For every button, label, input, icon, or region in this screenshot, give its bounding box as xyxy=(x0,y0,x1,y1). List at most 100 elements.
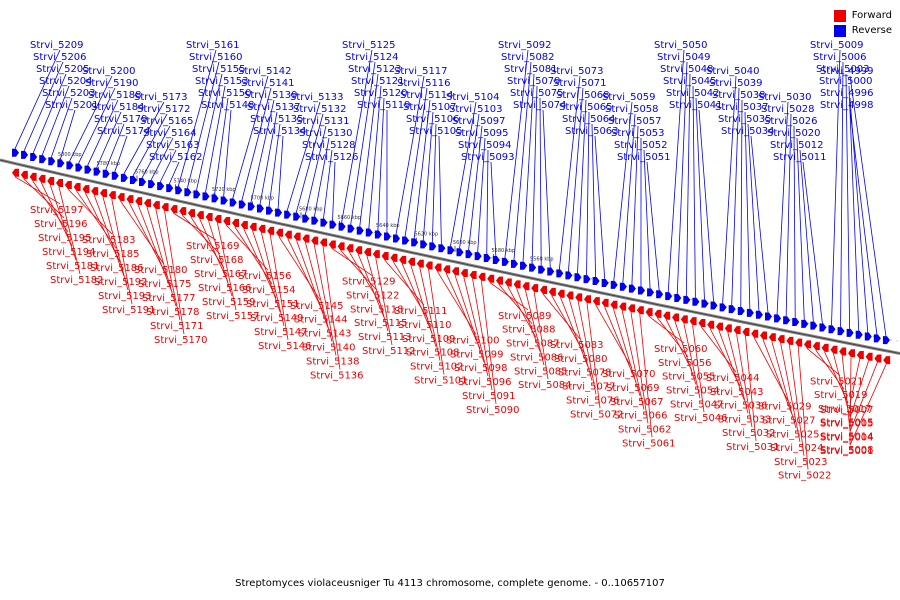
gene-arrow[interactable] xyxy=(665,292,673,301)
gene-arrow[interactable] xyxy=(249,222,257,231)
gene-arrow[interactable] xyxy=(483,254,491,263)
gene-label[interactable]: Strvi_5170 xyxy=(154,335,208,346)
gene-arrow[interactable] xyxy=(746,308,754,317)
gene-label[interactable]: Strvi_5124 xyxy=(345,52,399,63)
gene-arrow[interactable] xyxy=(755,310,763,319)
gene-label[interactable]: Strvi_5137 xyxy=(247,102,301,113)
gene-label[interactable]: Strvi_5048 xyxy=(660,64,714,75)
gene-arrow[interactable] xyxy=(240,220,248,229)
gene-arrow[interactable] xyxy=(592,297,600,306)
gene-label[interactable]: Strvi_5086 xyxy=(510,352,564,363)
gene-label[interactable]: Strvi_5035 xyxy=(718,114,772,125)
gene-label[interactable]: Strvi_5206 xyxy=(33,52,87,63)
gene-arrow[interactable] xyxy=(719,303,727,312)
gene-arrow[interactable] xyxy=(152,201,160,210)
gene-label[interactable]: Strvi_5160 xyxy=(189,52,243,63)
gene-arrow[interactable] xyxy=(795,338,803,347)
gene-label[interactable]: Strvi_5108 xyxy=(406,348,460,359)
gene-arrow[interactable] xyxy=(683,295,691,304)
gene-arrow[interactable] xyxy=(347,224,355,233)
gene-label[interactable]: Strvi_5077 xyxy=(562,382,616,393)
gene-label[interactable]: Strvi_4996 xyxy=(820,88,874,99)
gene-label[interactable]: Strvi_5116 xyxy=(397,78,451,89)
gene-arrow[interactable] xyxy=(365,228,373,237)
gene-label[interactable]: Strvi_5112 xyxy=(362,346,416,357)
gene-label[interactable]: Strvi_5106 xyxy=(406,114,460,125)
gene-label[interactable]: Strvi_5014 xyxy=(820,431,874,442)
gene-arrow[interactable] xyxy=(707,320,715,329)
gene-label[interactable]: Strvi_5033 xyxy=(718,414,772,425)
gene-label[interactable]: Strvi_5040 xyxy=(706,66,760,77)
gene-arrow[interactable] xyxy=(293,212,301,221)
gene-arrow[interactable] xyxy=(645,308,653,317)
gene-label[interactable]: Strvi_5107 xyxy=(403,102,457,113)
gene-arrow[interactable] xyxy=(188,209,195,218)
gene-label[interactable]: Strvi_5111 xyxy=(394,306,448,317)
gene-label[interactable]: Strvi_5143 xyxy=(298,329,352,340)
gene-label[interactable]: Strvi_5134 xyxy=(253,126,307,137)
gene-label[interactable]: Strvi_5161 xyxy=(186,40,240,51)
gene-label[interactable]: Strvi_5071 xyxy=(553,78,607,89)
gene-label[interactable]: Strvi_5052 xyxy=(614,140,668,151)
gene-arrow[interactable] xyxy=(520,261,528,270)
gene-label[interactable]: Strvi_5168 xyxy=(190,255,244,266)
gene-arrow[interactable] xyxy=(135,197,143,206)
gene-label[interactable]: Strvi_5029 xyxy=(758,402,812,413)
gene-arrow[interactable] xyxy=(786,336,794,345)
gene-label[interactable]: Strvi_5063 xyxy=(565,126,619,137)
forward-gene-labels[interactable]: Strvi_5197Strvi_5196Strvi_5195Strvi_5194… xyxy=(14,176,887,482)
gene-arrow[interactable] xyxy=(161,203,169,212)
gene-label[interactable]: Strvi_5020 xyxy=(767,128,821,139)
gene-label[interactable]: Strvi_5118 xyxy=(350,304,404,315)
gene-label[interactable]: Strvi_5150 xyxy=(198,88,252,99)
gene-label[interactable]: Strvi_5072 xyxy=(570,409,624,420)
gene-label[interactable]: Strvi_5201 xyxy=(45,100,99,111)
gene-arrow[interactable] xyxy=(873,334,881,343)
gene-label[interactable]: Strvi_5024 xyxy=(770,443,824,454)
gene-label[interactable]: Strvi_5067 xyxy=(610,397,664,408)
gene-arrow[interactable] xyxy=(680,315,688,324)
gene-arrow[interactable] xyxy=(465,250,473,259)
gene-label[interactable]: Strvi_5050 xyxy=(654,40,708,51)
gene-arrow[interactable] xyxy=(452,267,459,276)
gene-arrow[interactable] xyxy=(21,150,29,159)
gene-label[interactable]: Strvi_5184 xyxy=(91,102,145,113)
gene-label[interactable]: Strvi_5172 xyxy=(137,104,191,115)
gene-arrow[interactable] xyxy=(30,153,38,162)
gene-arrow[interactable] xyxy=(328,240,336,249)
gene-label[interactable]: Strvi_5101 xyxy=(414,376,468,387)
gene-arrow[interactable] xyxy=(381,252,389,261)
gene-arrow[interactable] xyxy=(610,300,618,309)
gene-label[interactable]: Strvi_5069 xyxy=(606,383,660,394)
gene-label[interactable]: Strvi_5192 xyxy=(94,277,148,288)
gene-arrow[interactable] xyxy=(792,318,800,327)
gene-label[interactable]: Strvi_5089 xyxy=(498,311,552,322)
gene-arrow[interactable] xyxy=(819,323,827,332)
gene-label[interactable]: Strvi_5047 xyxy=(670,399,724,410)
gene-arrow[interactable] xyxy=(102,169,110,178)
gene-arrow[interactable] xyxy=(48,157,56,166)
gene-label[interactable]: Strvi_5051 xyxy=(617,152,671,163)
gene-label[interactable]: Strvi_5126 xyxy=(305,152,359,163)
gene-label[interactable]: Strvi_5136 xyxy=(310,371,364,382)
gene-arrow[interactable] xyxy=(804,340,811,349)
gene-label[interactable]: Strvi_5054 xyxy=(666,386,720,397)
gene-label[interactable]: Strvi_5091 xyxy=(462,391,516,402)
gene-label[interactable]: Strvi_5005 xyxy=(820,419,874,430)
gene-arrow[interactable] xyxy=(628,304,635,313)
gene-arrow[interactable] xyxy=(75,163,83,172)
gene-arrow[interactable] xyxy=(416,259,424,268)
gene-arrow[interactable] xyxy=(856,350,864,359)
gene-arrow[interactable] xyxy=(637,286,645,295)
gene-arrow[interactable] xyxy=(12,168,19,177)
gene-arrow[interactable] xyxy=(768,333,776,342)
gene-label[interactable]: Strvi_5025 xyxy=(766,429,820,440)
gene-arrow[interactable] xyxy=(592,277,600,286)
gene-label[interactable]: Strvi_5115 xyxy=(354,318,408,329)
gene-label[interactable]: Strvi_5104 xyxy=(446,92,500,103)
gene-label[interactable]: Strvi_5148 xyxy=(201,100,255,111)
gene-arrow[interactable] xyxy=(783,316,791,325)
gene-label[interactable]: Strvi_5144 xyxy=(294,315,348,326)
gene-arrow[interactable] xyxy=(293,232,301,241)
gene-label[interactable]: Strvi_5012 xyxy=(770,140,824,151)
